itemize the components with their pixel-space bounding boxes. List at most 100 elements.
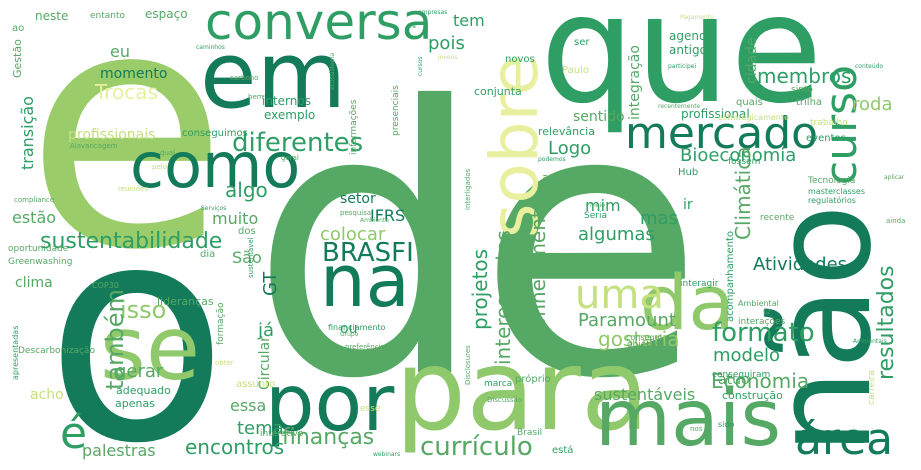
word: formato	[712, 318, 815, 348]
word: podemos	[538, 156, 566, 163]
word: Tecnologia	[808, 176, 856, 186]
word: ao	[12, 23, 25, 34]
word: na	[320, 239, 410, 323]
word: informações	[349, 99, 359, 155]
word: de	[250, 30, 704, 460]
word: mais	[595, 374, 782, 464]
word: Paulo	[562, 65, 589, 76]
word: bem	[248, 93, 264, 101]
word: estão	[12, 208, 57, 227]
word: dia	[200, 249, 216, 260]
word: transição	[18, 96, 37, 170]
word: se	[100, 297, 200, 400]
word: pelo	[152, 163, 167, 171]
word: formação	[216, 302, 226, 345]
word: compliance	[14, 196, 55, 204]
word: preferência	[345, 343, 385, 351]
word: modelo	[713, 345, 781, 366]
word: fa	[410, 23, 416, 30]
word: mas	[640, 208, 678, 229]
word: tem	[453, 11, 485, 30]
word: conteúdo	[855, 63, 884, 70]
word: interativo	[260, 429, 304, 439]
word: antigos	[669, 43, 714, 57]
word: sentido	[573, 109, 625, 125]
word: neste	[35, 9, 69, 23]
word: Descarbonização	[18, 346, 95, 356]
word: Brasil	[517, 428, 543, 438]
word: finanças	[282, 425, 375, 450]
word: webinars	[373, 451, 401, 458]
word: interações	[738, 317, 786, 327]
word: Ambientais	[853, 338, 887, 345]
word: encontros	[185, 435, 285, 459]
word: oportunidade	[8, 244, 69, 254]
word: palestras	[82, 441, 156, 460]
word: quais	[736, 97, 763, 108]
word: apresentadas	[11, 325, 20, 380]
word: caminhos	[196, 44, 225, 51]
word: tema	[237, 418, 284, 439]
word: qual	[160, 149, 176, 157]
word: assunto	[236, 379, 276, 390]
word: internos	[262, 94, 311, 108]
word: obter	[215, 359, 234, 367]
word: conversa	[205, 0, 433, 51]
word: relevância	[538, 125, 595, 138]
word: cursos	[417, 56, 424, 77]
word: jovens	[438, 54, 458, 61]
word: área	[795, 414, 894, 465]
word: Seria	[584, 211, 607, 221]
word: ser	[574, 37, 590, 48]
word: BRASFI	[322, 238, 414, 268]
word: estrategicamente	[718, 113, 789, 122]
word: da	[640, 258, 735, 347]
word: interagir	[680, 279, 719, 289]
word: sinto	[791, 85, 813, 95]
word: objetivo	[627, 340, 664, 350]
word: resultados	[874, 265, 899, 380]
word: diferentes	[232, 128, 364, 158]
word: projetos	[468, 248, 492, 330]
word: dos	[238, 226, 256, 237]
word: Hub	[678, 167, 699, 178]
word: geral	[281, 154, 299, 162]
word: colocar	[320, 224, 386, 245]
word: exemplo	[264, 108, 316, 122]
word: ecossistema	[329, 52, 336, 90]
word: esse	[360, 404, 381, 414]
word: empresas	[418, 9, 448, 16]
word: financiamento	[328, 323, 386, 332]
word: trilha	[796, 97, 823, 108]
word: participei	[668, 63, 697, 70]
word: algumas	[578, 224, 655, 245]
word: roda	[852, 94, 893, 115]
word: Alavancagem	[70, 142, 118, 150]
word: carbono	[230, 74, 259, 82]
word: profissional	[681, 107, 750, 121]
word: o	[45, 160, 229, 470]
word: mercado	[625, 108, 819, 159]
word: construção	[722, 389, 783, 402]
word: essa	[230, 396, 267, 415]
word: aplicar	[884, 174, 905, 181]
word: Serviços	[201, 205, 227, 212]
word: Grupo	[340, 331, 359, 338]
word: ou	[340, 321, 358, 337]
word: novos	[505, 54, 535, 65]
word: profissionais	[68, 127, 156, 143]
word: momento	[100, 66, 168, 82]
word: conhecimento	[526, 198, 550, 340]
word: sido	[718, 420, 735, 429]
word: meio	[590, 202, 605, 209]
word: por	[265, 359, 395, 449]
word: Pagamento	[680, 14, 714, 21]
word: clima	[15, 275, 53, 291]
word: regulatórios	[808, 196, 856, 205]
word: como	[130, 129, 301, 202]
word: reuniões	[118, 185, 149, 193]
word: IFRS	[370, 206, 406, 225]
word: ainda	[886, 217, 906, 225]
word: sustentável	[247, 237, 255, 278]
word: conjunta	[474, 85, 522, 98]
